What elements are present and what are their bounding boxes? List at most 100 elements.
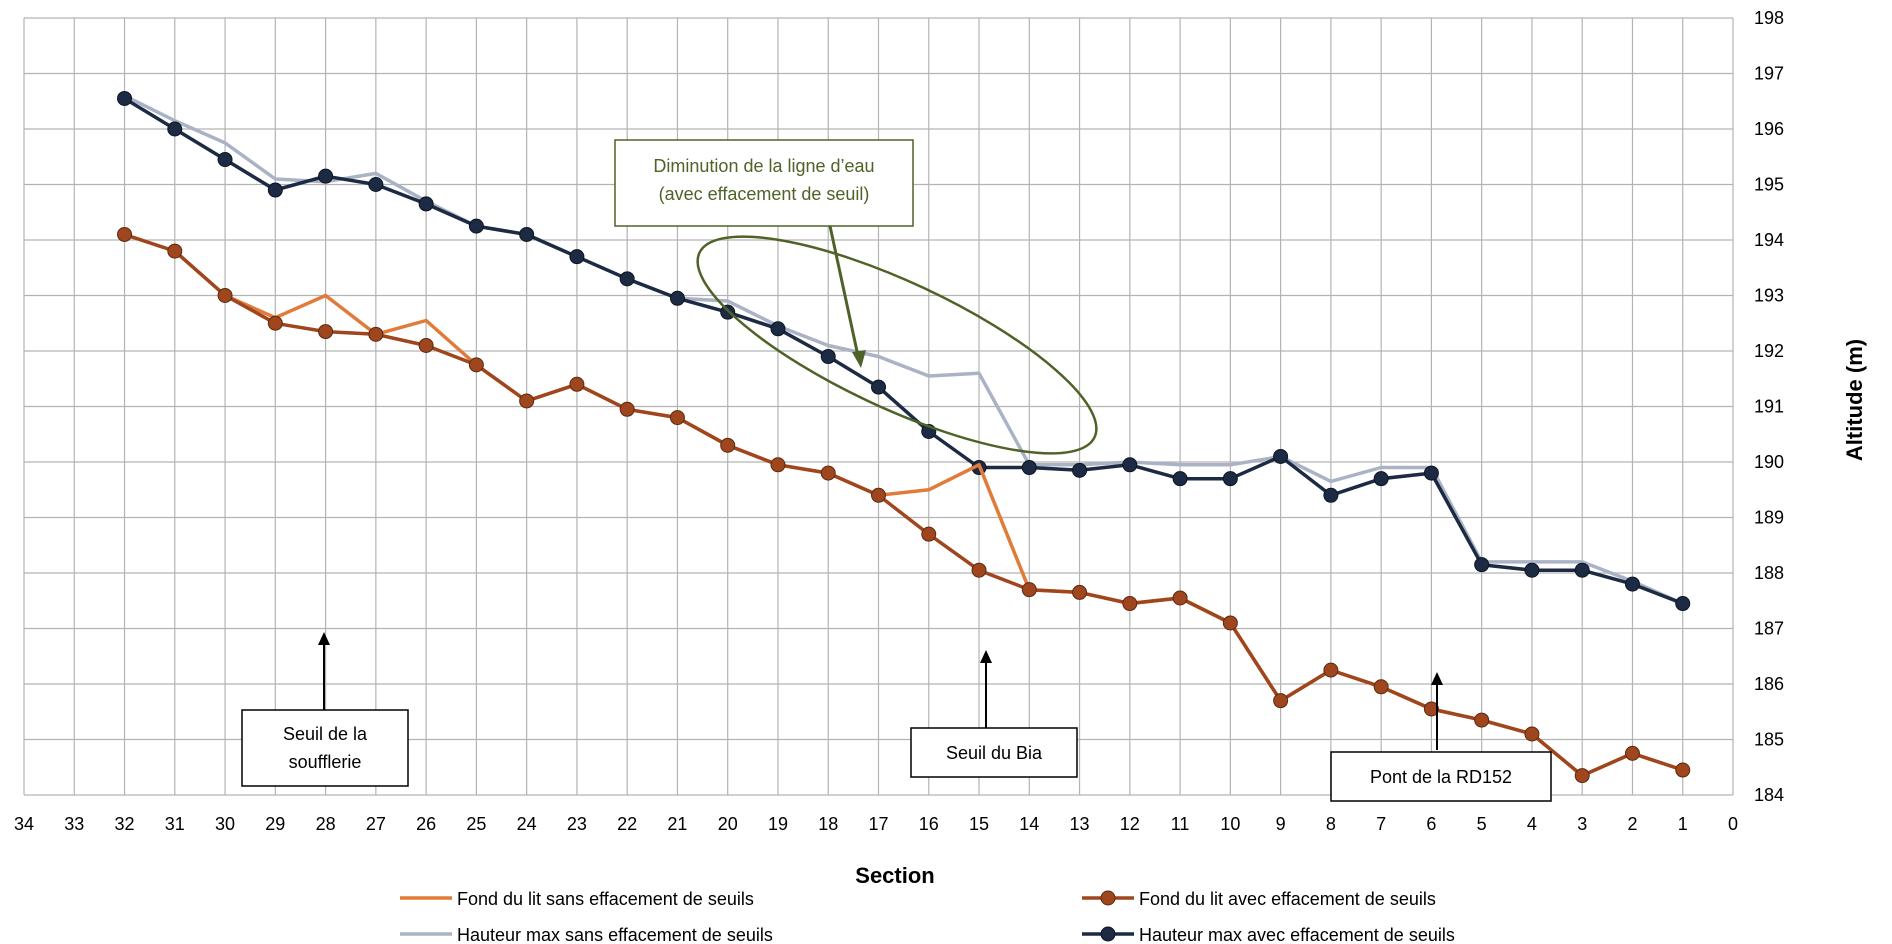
- x-tick-label: 10: [1220, 814, 1240, 834]
- data-point: [1172, 590, 1188, 606]
- plot-grid: [23, 17, 1734, 796]
- x-tick-label: 2: [1627, 814, 1637, 834]
- data-point: [368, 177, 384, 192]
- y-tick-label: 189: [1754, 508, 1784, 528]
- x-tick-label: 27: [366, 814, 386, 834]
- x-tick-label: 17: [868, 814, 888, 834]
- x-tick-label: 6: [1426, 814, 1436, 834]
- arrow-diminution: [828, 225, 860, 357]
- annotation-diminution: Diminution de la ligne d’eau (avec effac…: [614, 139, 1098, 455]
- x-tick-label: 29: [265, 814, 285, 834]
- data-point: [871, 379, 886, 395]
- legend-item-fond-avec: Fond du lit avec effacement de seuils: [1082, 889, 1436, 909]
- y-axis-ticks: 184 185 186 187 188 189 190 191 192 193 194 195 196 1…: [1754, 8, 1784, 805]
- y-tick-label: 194: [1754, 230, 1784, 250]
- series-1: [117, 226, 1691, 784]
- box-diminution: [614, 139, 914, 227]
- y-tick-label: 185: [1754, 730, 1784, 750]
- data-point: [820, 465, 836, 481]
- data-point: [1624, 745, 1640, 761]
- data-point: [267, 315, 283, 331]
- data-point: [820, 349, 836, 365]
- x-tick-label: 3: [1577, 814, 1587, 834]
- x-tick-label: 21: [667, 814, 687, 834]
- data-point: [1021, 460, 1037, 476]
- arrow-head-soufflerie: [318, 632, 330, 645]
- x-tick-label: 0: [1728, 814, 1738, 834]
- x-tick-label: 28: [316, 814, 336, 834]
- x-tick-label: 4: [1527, 814, 1537, 834]
- data-point: [167, 243, 183, 259]
- data-point: [1373, 679, 1389, 695]
- data-point: [318, 168, 334, 184]
- annotation-seuil-soufflerie: Seuil de la soufflerie: [241, 632, 409, 787]
- box-seuil-bia: [910, 727, 1078, 778]
- legend-item-hauteur-avec: Hauteur max avec effacement de seuils: [1082, 925, 1455, 944]
- x-tick-label: 34: [14, 814, 34, 834]
- x-tick-label: 14: [1019, 814, 1039, 834]
- x-tick-label: 15: [969, 814, 989, 834]
- y-axis-title: Altitude (m): [1842, 339, 1867, 461]
- label-seuil-soufflerie-line1: Seuil de la: [283, 724, 368, 744]
- data-point: [519, 226, 535, 242]
- data-point: [468, 218, 484, 234]
- x-tick-label: 32: [115, 814, 135, 834]
- y-tick-label: 192: [1754, 341, 1784, 361]
- data-point: [1222, 471, 1238, 487]
- series-line: [123, 232, 1684, 778]
- x-tick-label: 18: [818, 814, 838, 834]
- x-tick-label: 23: [567, 814, 587, 834]
- box-pont-rd152: [1330, 751, 1552, 802]
- legend-label-hauteur-avec: Hauteur max avec effacement de seuils: [1139, 925, 1455, 944]
- data-point: [418, 196, 434, 212]
- data-point: [267, 182, 283, 198]
- x-tick-label: 31: [165, 814, 185, 834]
- data-point: [318, 324, 334, 340]
- y-tick-label: 196: [1754, 119, 1784, 139]
- data-point: [921, 526, 937, 542]
- highlight-ellipse: [696, 235, 1098, 455]
- series-line: [123, 97, 1684, 606]
- x-tick-label: 33: [64, 814, 84, 834]
- y-tick-label: 187: [1754, 619, 1784, 639]
- data-point: [1122, 457, 1138, 473]
- data-point: [1373, 471, 1389, 487]
- data-point: [1021, 582, 1037, 598]
- data-point: [1675, 596, 1691, 612]
- box-seuil-soufflerie: [241, 709, 409, 787]
- data-point: [1474, 712, 1490, 728]
- data-point: [1423, 465, 1439, 481]
- legend-item-fond-sans: Fond du lit sans effacement de seuils: [400, 889, 754, 909]
- data-point: [1574, 562, 1590, 578]
- y-tick-label: 193: [1754, 286, 1784, 306]
- x-tick-label: 30: [215, 814, 235, 834]
- data-point: [770, 457, 786, 473]
- data-point: [1072, 462, 1088, 478]
- x-tick-label: 16: [919, 814, 939, 834]
- label-pont-rd152: Pont de la RD152: [1370, 767, 1512, 787]
- data-point: [669, 410, 685, 426]
- data-point: [720, 304, 736, 320]
- data-point: [971, 562, 987, 578]
- legend-label-hauteur-sans: Hauteur max sans effacement de seuils: [457, 925, 773, 944]
- series-2: [123, 94, 1684, 606]
- data-point: [1323, 487, 1339, 503]
- data-point: [519, 393, 535, 409]
- y-tick-label: 198: [1754, 8, 1784, 28]
- x-tick-label: 19: [768, 814, 788, 834]
- x-tick-label: 26: [416, 814, 436, 834]
- data-point: [1072, 584, 1088, 600]
- x-tick-label: 1: [1678, 814, 1688, 834]
- x-axis-ticks: 0123456789101112131415161718192021222324…: [14, 814, 1738, 834]
- data-point: [1624, 576, 1640, 592]
- data-point: [1222, 615, 1238, 631]
- series-line: [123, 94, 1684, 606]
- data-point: [217, 288, 233, 303]
- series-layer: [117, 90, 1691, 784]
- data-point: [1122, 596, 1138, 612]
- y-tick-label: 188: [1754, 563, 1784, 583]
- y-tick-label: 195: [1754, 175, 1784, 195]
- data-point: [720, 437, 736, 453]
- data-point: [167, 121, 183, 137]
